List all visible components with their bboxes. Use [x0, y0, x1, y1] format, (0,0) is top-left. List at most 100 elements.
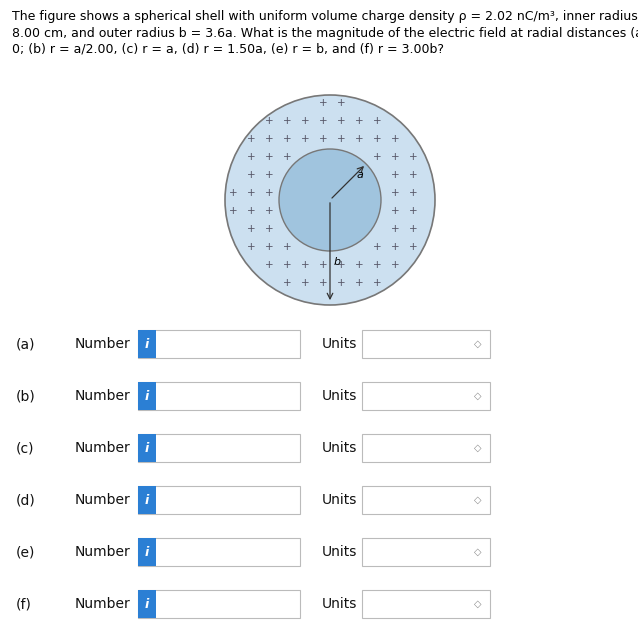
Text: +: + [319, 260, 327, 270]
Text: +: + [265, 242, 273, 252]
Bar [138, 382, 300, 410]
Text: +: + [390, 224, 399, 234]
Text: +: + [283, 152, 292, 162]
Text: +: + [337, 278, 345, 288]
Text: (b): (b) [16, 389, 36, 403]
Text: +: + [247, 242, 255, 252]
Text: +: + [228, 206, 237, 216]
Text: +: + [355, 260, 363, 270]
Bar [362, 382, 490, 410]
Text: +: + [283, 116, 292, 126]
Bar [362, 486, 490, 514]
Text: +: + [390, 152, 399, 162]
Text: The figure shows a spherical shell with uniform volume charge density ρ = 2.02 n: The figure shows a spherical shell with … [12, 10, 638, 23]
Text: +: + [373, 260, 382, 270]
Text: +: + [300, 116, 309, 126]
Text: Units: Units [322, 337, 357, 351]
Text: +: + [300, 278, 309, 288]
Text: +: + [319, 134, 327, 144]
Bar [362, 434, 490, 462]
Bar [138, 486, 156, 514]
Text: +: + [355, 116, 363, 126]
Text: +: + [265, 224, 273, 234]
Text: ◇: ◇ [474, 547, 482, 557]
Bar [138, 590, 156, 618]
Text: +: + [265, 206, 273, 216]
Text: Number: Number [75, 337, 131, 351]
Text: Units: Units [322, 493, 357, 507]
Text: i: i [145, 545, 149, 559]
Text: ◇: ◇ [474, 339, 482, 349]
Text: Units: Units [322, 441, 357, 455]
Text: +: + [247, 188, 255, 198]
Bar [138, 538, 156, 566]
Text: +: + [390, 170, 399, 180]
Text: Units: Units [322, 597, 357, 611]
Text: +: + [409, 188, 417, 198]
Text: +: + [390, 242, 399, 252]
Text: +: + [247, 152, 255, 162]
Text: (c): (c) [16, 441, 34, 455]
Text: +: + [265, 152, 273, 162]
Text: +: + [247, 206, 255, 216]
Bar [138, 330, 300, 358]
Text: Number: Number [75, 389, 131, 403]
Text: +: + [265, 116, 273, 126]
Bar [138, 538, 300, 566]
Text: +: + [355, 134, 363, 144]
Text: +: + [373, 278, 382, 288]
Text: +: + [373, 242, 382, 252]
Text: i: i [145, 337, 149, 351]
Bar [362, 330, 490, 358]
Text: Number: Number [75, 441, 131, 455]
Text: +: + [409, 242, 417, 252]
Text: +: + [283, 260, 292, 270]
Text: +: + [319, 116, 327, 126]
Text: +: + [390, 188, 399, 198]
Text: +: + [283, 278, 292, 288]
Text: Number: Number [75, 597, 131, 611]
Text: +: + [373, 134, 382, 144]
Circle shape [279, 149, 381, 251]
Text: +: + [319, 98, 327, 108]
Bar [362, 590, 490, 618]
Text: +: + [265, 134, 273, 144]
Text: (a): (a) [16, 337, 36, 351]
Text: +: + [283, 242, 292, 252]
Text: (d): (d) [16, 493, 36, 507]
Bar [138, 486, 300, 514]
Text: +: + [390, 260, 399, 270]
Text: +: + [337, 98, 345, 108]
Text: Number: Number [75, 545, 131, 559]
Text: +: + [409, 224, 417, 234]
Text: +: + [247, 134, 255, 144]
Bar [138, 382, 156, 410]
Text: ◇: ◇ [474, 391, 482, 401]
Text: (e): (e) [16, 545, 35, 559]
Text: +: + [319, 278, 327, 288]
Text: Units: Units [322, 389, 357, 403]
Text: +: + [300, 134, 309, 144]
Text: i: i [145, 597, 149, 611]
Text: +: + [247, 170, 255, 180]
Bar [138, 590, 300, 618]
Text: i: i [145, 442, 149, 454]
Text: +: + [409, 152, 417, 162]
Text: +: + [337, 260, 345, 270]
Text: +: + [265, 188, 273, 198]
Text: +: + [265, 260, 273, 270]
Text: +: + [228, 188, 237, 198]
Text: +: + [409, 170, 417, 180]
Text: 8.00 cm, and outer radius b = 3.6a. What is the magnitude of the electric field : 8.00 cm, and outer radius b = 3.6a. What… [12, 27, 638, 39]
Circle shape [225, 95, 435, 305]
Text: Number: Number [75, 493, 131, 507]
Text: +: + [409, 206, 417, 216]
Text: +: + [337, 134, 345, 144]
Bar [362, 538, 490, 566]
Text: +: + [247, 224, 255, 234]
Text: Units: Units [322, 545, 357, 559]
Text: i: i [145, 389, 149, 403]
Text: +: + [373, 116, 382, 126]
Text: 0; (b) r = a/2.00, (c) r = a, (d) r = 1.50a, (e) r = b, and (f) r = 3.00b?: 0; (b) r = a/2.00, (c) r = a, (d) r = 1.… [12, 43, 444, 56]
Text: a: a [357, 169, 363, 179]
